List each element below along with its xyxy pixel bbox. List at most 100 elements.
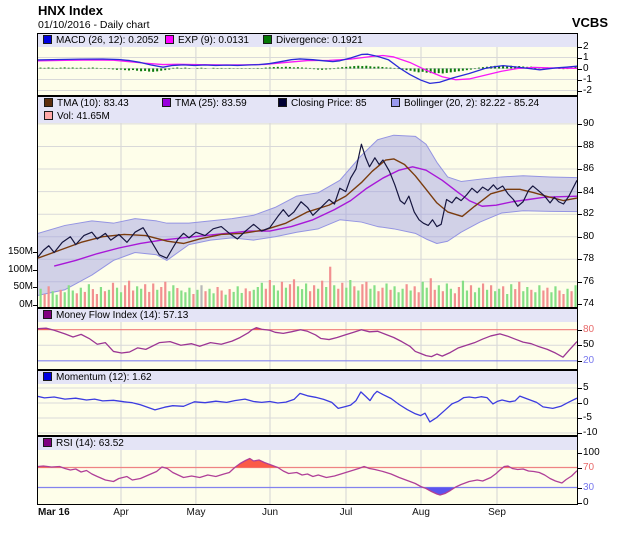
axis-label: 0M (19, 299, 33, 310)
axis-label: -2 (583, 85, 592, 96)
page-title: HNX Index (38, 3, 104, 18)
rsi-oversold-fill (38, 487, 577, 495)
legend-item: Closing Price: 85 (278, 97, 367, 110)
axis-tick (578, 488, 582, 489)
momentum-legend: Momentum (12): 1.62 (38, 371, 577, 384)
rsi-panel: RSI (14): 63.52 (37, 436, 578, 505)
axis-tick (578, 330, 582, 331)
axis-tick (578, 403, 582, 404)
axis-tick (578, 214, 582, 215)
axis-label: 100M (7, 264, 33, 275)
month-label: Aug (412, 507, 430, 518)
axis-label: -1 (583, 74, 592, 85)
axis-tick (578, 146, 582, 147)
tma10-series (38, 158, 577, 259)
axis-tick (578, 192, 582, 193)
legend-swatch-icon (44, 98, 53, 107)
axis-tick (578, 80, 582, 81)
axis-tick (578, 47, 582, 48)
legend-label: Momentum (12): 1.62 (56, 372, 152, 383)
axis-label: 80 (583, 231, 595, 242)
price-chart (38, 97, 577, 307)
axis-label: 80 (583, 324, 595, 335)
axis-label: 74 (583, 298, 595, 309)
axis-tick (578, 345, 582, 346)
legend-swatch-icon (162, 98, 171, 107)
momentum-panel: Momentum (12): 1.62 (37, 370, 578, 436)
legend-label: Money Flow Index (14): 57.13 (56, 310, 189, 321)
axis-label: 88 (583, 140, 595, 151)
mfi-chart (38, 309, 577, 369)
legend-item: RSI (14): 63.52 (43, 437, 124, 450)
macd-panel: MACD (26, 12): 0.2052 EXP (9): 0.0131 Dive… (37, 33, 578, 96)
legend-item: Divergence: 0.1921 (263, 34, 363, 47)
legend-swatch-icon (165, 35, 174, 44)
month-label: Apr (113, 507, 129, 518)
axis-tick (578, 304, 582, 305)
macd-line-series (38, 53, 577, 84)
macd-legend: MACD (26, 12): 0.2052 EXP (9): 0.0131 Dive… (38, 34, 577, 47)
axis-label: 90 (583, 118, 595, 129)
axis-label: 0 (583, 497, 589, 508)
momentum-line-series (38, 390, 577, 423)
legend-item: Vol: 41.65M (44, 110, 110, 123)
legend-item: TMA (10): 83.43 (44, 97, 129, 110)
axis-tick (578, 453, 582, 454)
legend-label: Closing Price: 85 (291, 98, 367, 109)
month-label: Mar 16 (38, 507, 70, 518)
axis-label: 20 (583, 355, 595, 366)
axis-label: 86 (583, 163, 595, 174)
legend-label: Divergence: 0.1921 (276, 35, 363, 46)
axis-tick (33, 287, 37, 288)
brand-label: VCBS (571, 15, 608, 30)
axis-label: 2 (583, 41, 589, 52)
axis-tick (578, 433, 582, 434)
axis-label: 50 (583, 339, 595, 350)
rsi-overbought-fill (38, 458, 577, 468)
month-label: Jul (339, 507, 353, 518)
axis-label: 0 (583, 63, 589, 74)
axis-label: 84 (583, 186, 595, 197)
legend-swatch-icon (43, 35, 52, 44)
axis-label: -10 (583, 427, 598, 438)
legend-label: MACD (26, 12): 0.2052 (56, 35, 159, 46)
legend-label: Bollinger (20, 2): 82.22 - 85.24 (404, 98, 540, 109)
legend-swatch-icon (44, 111, 53, 120)
axis-tick (578, 503, 582, 504)
axis-label: 82 (583, 208, 595, 219)
legend-label: Vol: 41.65M (57, 111, 110, 122)
axis-tick (578, 282, 582, 283)
axis-tick (578, 361, 582, 362)
month-label: Jun (261, 507, 279, 518)
price-legend: TMA (10): 83.43 TMA (25): 83.59 Closing Pr… (38, 97, 577, 123)
bollinger-band-upper (38, 134, 577, 234)
legend-label: TMA (10): 83.43 (57, 98, 129, 109)
axis-tick (578, 124, 582, 125)
legend-item: Momentum (12): 1.62 (43, 371, 152, 384)
momentum-chart (38, 371, 577, 435)
axis-label: -5 (583, 412, 592, 423)
mfi-line-series (38, 327, 577, 358)
chart-subtitle: 01/10/2016 - Daily chart (38, 19, 150, 31)
legend-label: RSI (14): 63.52 (56, 438, 124, 449)
axis-tick (578, 58, 582, 59)
mfi-panel: Money Flow Index (14): 57.13 (37, 308, 578, 370)
axis-label: 0 (583, 397, 589, 408)
legend-item: TMA (25): 83.59 (162, 97, 247, 110)
axis-tick (578, 69, 582, 70)
axis-label: 100 (583, 447, 600, 458)
bollinger-band (38, 135, 577, 296)
axis-tick (578, 468, 582, 469)
legend-item: MACD (26, 12): 0.2052 (43, 34, 159, 47)
legend-swatch-icon (43, 310, 52, 319)
axis-label: 70 (583, 462, 595, 473)
rsi-legend: RSI (14): 63.52 (38, 437, 577, 450)
axis-label: 76 (583, 276, 595, 287)
price-panel: TMA (10): 83.43 TMA (25): 83.59 Closing Pr… (37, 96, 578, 308)
tma25-series (53, 166, 577, 267)
legend-swatch-icon (278, 98, 287, 107)
axis-tick (578, 237, 582, 238)
axis-tick (33, 270, 37, 271)
legend-item: Money Flow Index (14): 57.13 (43, 309, 188, 322)
